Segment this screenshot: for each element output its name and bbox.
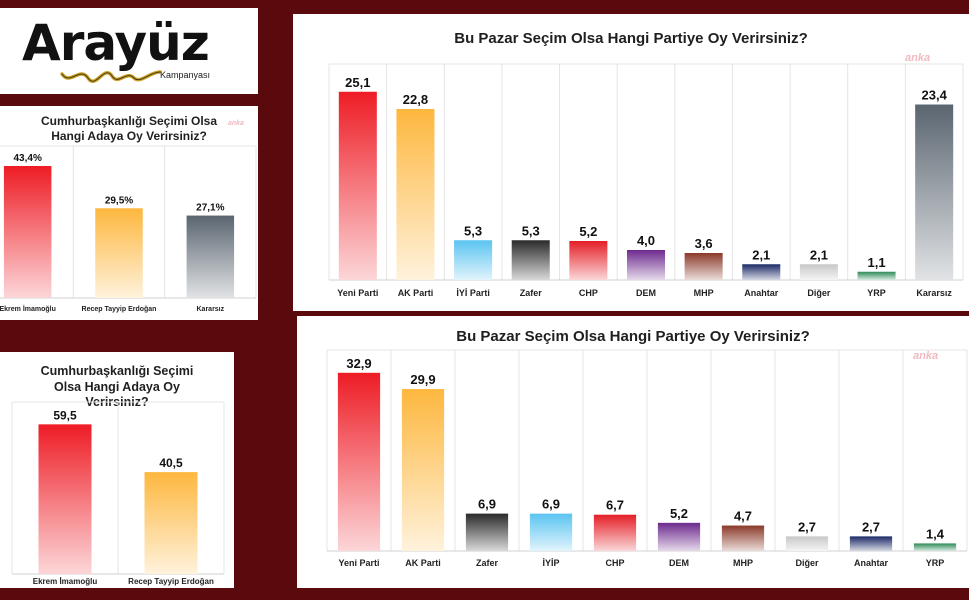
bar-c2-9 [913, 543, 957, 551]
bar-c1-0 [338, 91, 377, 280]
data-label-c1-3: 5,3 [522, 223, 540, 238]
category-label-c4-1: Recep Tayyip Erdoğan [128, 577, 214, 586]
chart-panel-party-2: Bu Pazar Seçim Olsa Hangi Partiye Oy Ver… [297, 316, 969, 588]
data-label-c3-2: 27,1% [196, 203, 224, 214]
logo-squiggle-icon [60, 70, 162, 83]
chart-title: Bu Pazar Seçim Olsa Hangi Partiye Oy Ver… [456, 328, 810, 345]
category-label-c2-0: Yeni Parti [338, 558, 379, 568]
bar-c2-8 [849, 536, 893, 551]
category-label-c2-8: Anahtar [854, 558, 889, 568]
bar-c2-0 [337, 372, 381, 551]
bar-c1-8 [799, 264, 838, 280]
bar-c1-10 [915, 104, 954, 280]
category-label-c1-0: Yeni Parti [337, 288, 378, 298]
category-label-c2-6: MHP [733, 558, 753, 568]
logo-wordmark: Arayüz [22, 14, 210, 72]
bar-c3-2 [186, 215, 235, 298]
grid-lines [328, 63, 964, 281]
category-label-c2-9: YRP [926, 558, 945, 568]
category-label-c2-1: AK Parti [405, 558, 441, 568]
category-label-c1-4: CHP [579, 288, 598, 298]
data-label-c1-0: 25,1 [345, 75, 370, 90]
bar-c4-1 [144, 472, 198, 574]
data-label-c3-1: 29,5% [105, 195, 133, 206]
chart-title: Cumhurbaşkanlığı Seçimi Olsa Hangi Adaya… [40, 114, 218, 143]
bar-c2-2 [465, 513, 509, 551]
data-label-c2-1: 29,9 [410, 372, 435, 387]
bar-c1-2 [454, 240, 493, 280]
logo-panel: Arayüz Kampanyası [0, 8, 258, 94]
chart-panel-president-2: Cumhurbaşkanlığı Seçimi Olsa Hangi Adaya… [0, 352, 234, 588]
category-label-c1-2: İYİ Parti [456, 288, 490, 298]
data-label-c1-9: 1,1 [868, 255, 886, 270]
data-label-c4-0: 59,5 [53, 408, 77, 422]
category-label-c3-2: Kararsız [197, 306, 225, 313]
data-label-c2-5: 5,2 [670, 506, 688, 521]
category-label-c2-7: Diğer [795, 558, 819, 568]
bar-c2-7 [785, 536, 829, 551]
category-label-c4-0: Ekrem İmamoğlu [33, 577, 98, 586]
data-label-c3-0: 43,4% [13, 153, 41, 164]
bar-c1-1 [396, 109, 435, 280]
data-label-c1-7: 2,1 [752, 247, 770, 262]
data-label-c1-6: 3,6 [695, 236, 713, 251]
chart-title: Cumhurbaşkanlığı Seçimi Olsa Hangi Adaya… [40, 364, 194, 410]
data-label-c2-6: 4,7 [734, 509, 752, 524]
bar-c2-6 [721, 525, 765, 551]
bar-c4-0 [38, 424, 92, 574]
data-label-c2-7: 2,7 [798, 519, 816, 534]
data-label-c2-2: 6,9 [478, 497, 496, 512]
category-label-c1-6: MHP [694, 288, 714, 298]
bar-c1-5 [626, 250, 666, 280]
chart-plot: 32,9 Yeni Parti 29,9 AK Parti 6,9 Zafer 6,9 İYİ… [326, 349, 968, 568]
bar-c2-5 [657, 522, 701, 551]
bar-c2-1 [401, 389, 445, 551]
category-label-c3-0: Ekrem İmamoğlu [0, 305, 56, 313]
bar-c2-3 [529, 513, 573, 551]
data-label-c2-8: 2,7 [862, 519, 880, 534]
category-label-c1-7: Anahtar [744, 288, 779, 298]
data-label-c2-0: 32,9 [346, 356, 371, 371]
data-label-c2-3: 6,9 [542, 497, 560, 512]
bar-c1-3 [511, 240, 550, 280]
data-label-c2-9: 1,4 [926, 526, 945, 541]
category-label-c1-8: Diğer [807, 288, 831, 298]
data-label-c1-5: 4,0 [637, 233, 655, 248]
category-label-c1-10: Kararsız [916, 288, 952, 298]
data-label-c1-8: 2,1 [810, 247, 828, 262]
category-label-c1-3: Zafer [520, 288, 543, 298]
chart-panel-party-1: Bu Pazar Seçim Olsa Hangi Partiye Oy Ver… [293, 14, 969, 311]
category-label-c1-1: AK Parti [398, 288, 434, 298]
data-label-c1-4: 5,2 [579, 224, 597, 239]
category-label-c3-1: Recep Tayyip Erdoğan [82, 306, 157, 313]
bar-c3-1 [95, 208, 143, 298]
watermark-logo: anka [905, 52, 931, 64]
category-label-c2-3: İYİP [542, 558, 559, 568]
chart-panel-president-1: Cumhurbaşkanlığı Seçimi Olsa Hangi Adaya… [0, 106, 258, 320]
data-label-c1-10: 23,4 [922, 88, 948, 103]
data-label-c4-1: 40,5 [159, 456, 183, 470]
bar-c1-9 [857, 271, 896, 280]
watermark-logo: anka [913, 350, 939, 362]
chart-title: Bu Pazar Seçim Olsa Hangi Partiye Oy Ver… [454, 30, 808, 47]
bar-c1-6 [684, 253, 723, 280]
chart-plot: 43,4% Ekrem İmamoğlu 29,5% Recep Tayyip Erd… [0, 145, 257, 313]
category-label-c1-9: YRP [867, 288, 886, 298]
category-label-c2-5: DEM [669, 558, 689, 568]
data-label-c2-4: 6,7 [606, 498, 624, 513]
category-label-c2-2: Zafer [476, 558, 499, 568]
category-label-c2-4: CHP [605, 558, 624, 568]
bar-c1-4 [569, 241, 608, 280]
bar-c1-7 [742, 264, 781, 280]
bar-c3-0 [3, 165, 52, 298]
chart-plot: 59,5 Ekrem İmamoğlu 40,5 Recep Tayyip Erdoğ… [11, 401, 225, 586]
logo-subtitle: Kampanyası [160, 70, 211, 80]
category-label-c1-5: DEM [636, 288, 656, 298]
data-label-c1-1: 22,8 [403, 92, 428, 107]
bar-c2-4 [593, 514, 637, 551]
watermark-logo: anka [228, 120, 244, 127]
chart-plot: 25,1 Yeni Parti 22,8 AK Parti 5,3 İYİ Parti 5,… [328, 63, 964, 298]
data-label-c1-2: 5,3 [464, 223, 482, 238]
